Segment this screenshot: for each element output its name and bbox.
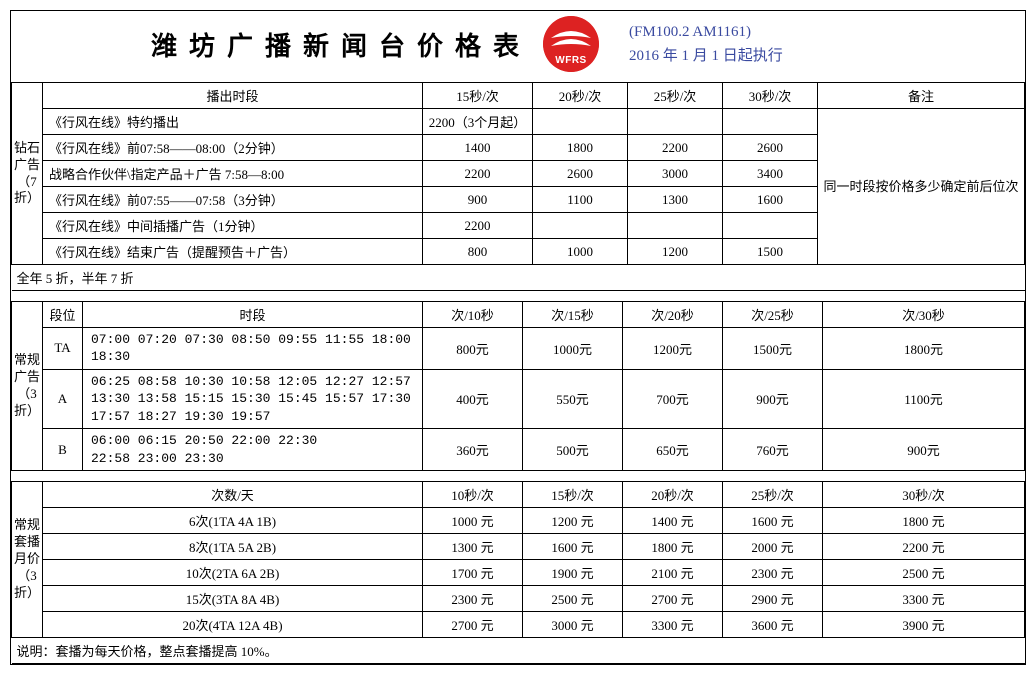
header-subtitle: (FM100.2 AM1161) 2016 年 1 月 1 日起执行 (629, 20, 783, 68)
t2-h-20: 次/20秒 (623, 301, 723, 327)
t3-h-30: 30秒/次 (823, 481, 1025, 507)
logo-badge: WFRS (543, 16, 599, 72)
effective-date: 2016 年 1 月 1 日起执行 (629, 44, 783, 68)
t2-h-10: 次/10秒 (423, 301, 523, 327)
table-row: TA 07:00 07:20 07:30 08:50 09:55 11:55 1… (12, 327, 1025, 369)
t3-h-15: 15秒/次 (523, 481, 623, 507)
package-price-table: 常规套播月价（3折） 次数/天 10秒/次 15秒/次 20秒/次 25秒/次 … (11, 481, 1025, 664)
t2-h-30: 次/30秒 (823, 301, 1025, 327)
t1-discount-note: 全年 5 折，半年 7 折 (12, 265, 1025, 291)
t3-h-20: 20秒/次 (623, 481, 723, 507)
table-row: 20次(4TA 12A 4B) 2700 元 3000 元 3300 元 360… (12, 611, 1025, 637)
t2-h-seg: 段位 (43, 301, 83, 327)
t1-side-label: 钻石广告（7折） (12, 83, 43, 265)
t1-h-30: 30秒/次 (723, 83, 818, 109)
table-row: 10次(2TA 6A 2B) 1700 元 1900 元 2100 元 2300… (12, 559, 1025, 585)
table-row: A 06:25 08:58 10:30 10:58 12:05 12:27 12… (12, 369, 1025, 429)
page-header: 潍坊广播新闻台价格表 WFRS (FM100.2 AM1161) 2016 年 … (11, 11, 1025, 82)
freq-line: (FM100.2 AM1161) (629, 20, 783, 44)
t2-h-25: 次/25秒 (723, 301, 823, 327)
t1-note: 同一时段按价格多少确定前后位次 (818, 109, 1025, 265)
t1-h-note: 备注 (818, 83, 1025, 109)
t3-h-10: 10秒/次 (423, 481, 523, 507)
regular-ad-table: 常规广告（3折） 段位 时段 次/10秒 次/15秒 次/20秒 次/25秒 次… (11, 301, 1025, 481)
t2-h-time: 时段 (83, 301, 423, 327)
t3-footer-row: 说明：套播为每天价格，整点套播提高 10%。 (12, 637, 1025, 663)
table-row: 6次(1TA 4A 1B) 1000 元 1200 元 1400 元 1600 … (12, 507, 1025, 533)
t1-discount-row: 全年 5 折，半年 7 折 (12, 265, 1025, 291)
table-row: B 06:00 06:15 20:50 22:00 22:3022:58 23:… (12, 429, 1025, 471)
t2-side-label: 常规广告（3折） (12, 301, 43, 471)
t1-h-15: 15秒/次 (423, 83, 533, 109)
t2-h-15: 次/15秒 (523, 301, 623, 327)
table-row: 《行风在线》特约播出 2200（3个月起） 同一时段按价格多少确定前后位次 (12, 109, 1025, 135)
t3-footer-note: 说明：套播为每天价格，整点套播提高 10%。 (12, 637, 1025, 663)
t3-side-label: 常规套播月价（3折） (12, 481, 43, 637)
table-row: 15次(3TA 8A 4B) 2300 元 2500 元 2700 元 2900… (12, 585, 1025, 611)
t1-h-25: 25秒/次 (628, 83, 723, 109)
t1-h-20: 20秒/次 (533, 83, 628, 109)
diamond-ad-table: 钻石广告（7折） 播出时段 15秒/次 20秒/次 25秒/次 30秒/次 备注… (11, 82, 1025, 301)
t1-h-slot: 播出时段 (43, 83, 423, 109)
table-row: 8次(1TA 5A 2B) 1300 元 1600 元 1800 元 2000 … (12, 533, 1025, 559)
page-title: 潍坊广播新闻台价格表 (11, 26, 531, 63)
t3-h-freq: 次数/天 (43, 481, 423, 507)
logo-text: WFRS (543, 55, 599, 66)
t3-h-25: 25秒/次 (723, 481, 823, 507)
page-container: 潍坊广播新闻台价格表 WFRS (FM100.2 AM1161) 2016 年 … (10, 10, 1026, 665)
